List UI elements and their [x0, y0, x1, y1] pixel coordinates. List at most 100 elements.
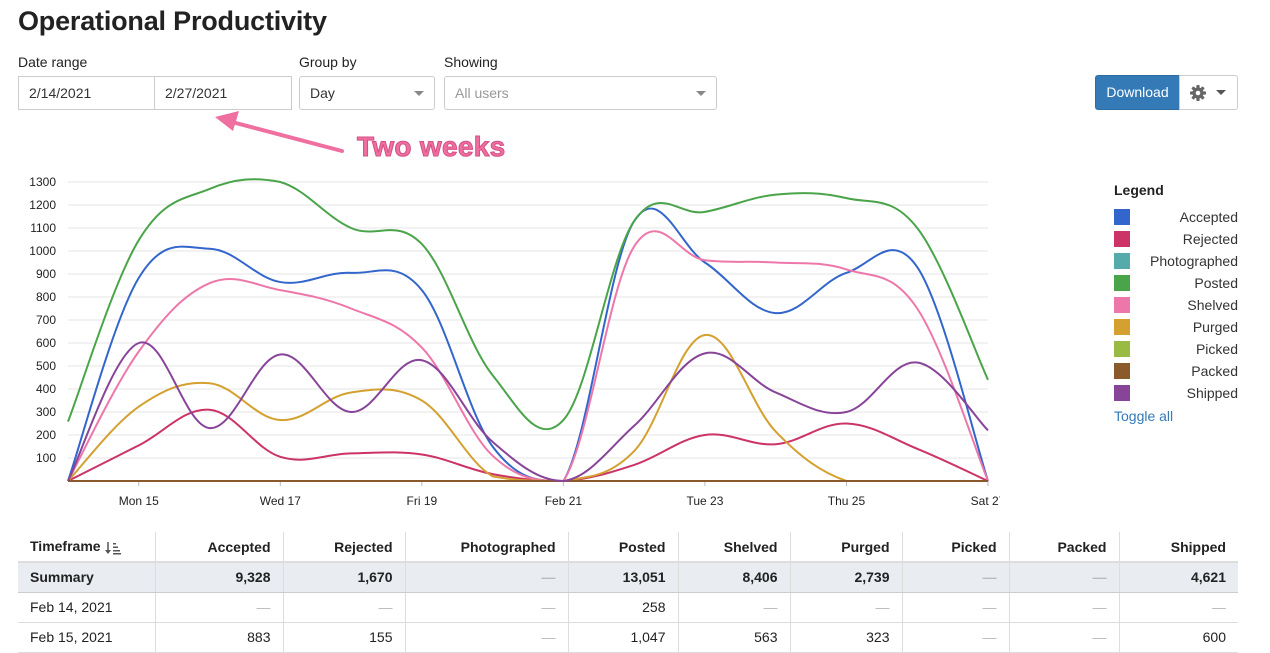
group-by-label: Group by [299, 54, 357, 70]
column-header-timeframe[interactable]: Timeframe [18, 532, 155, 563]
legend-item-packed[interactable]: Packed [1114, 361, 1238, 383]
legend-swatch [1114, 209, 1130, 225]
legend-swatch [1114, 231, 1130, 247]
y-tick-label: 100 [36, 451, 56, 465]
y-tick-label: 200 [36, 428, 56, 442]
legend-label: Posted [1194, 275, 1238, 291]
date-to-input[interactable]: 2/27/2021 [154, 76, 292, 110]
showing-select[interactable]: All users [444, 76, 717, 110]
column-header-label: Posted [618, 538, 666, 555]
y-tick-label: 300 [36, 405, 56, 419]
table-cell: Summary [18, 562, 155, 593]
y-tick-label: 400 [36, 382, 56, 396]
y-tick-label: 700 [36, 313, 56, 327]
date-from-input[interactable]: 2/14/2021 [18, 76, 155, 110]
legend-item-accepted[interactable]: Accepted [1114, 207, 1238, 229]
legend-label: Shipped [1186, 385, 1238, 401]
legend-swatch [1114, 385, 1130, 401]
y-tick-label: 1100 [30, 221, 56, 235]
table-cell: — [1118, 592, 1238, 623]
table-cell: — [901, 622, 1009, 653]
series-line-posted [67, 178, 989, 431]
table-cell: — [901, 562, 1009, 593]
download-button[interactable]: Download [1095, 75, 1180, 110]
toggle-all-link[interactable]: Toggle all [1114, 408, 1174, 424]
column-header-label: Picked [951, 538, 997, 555]
legend-item-purged[interactable]: Purged [1114, 317, 1238, 339]
legend-item-picked[interactable]: Picked [1114, 339, 1238, 361]
legend-label: Shelved [1187, 297, 1238, 313]
legend-swatch [1114, 363, 1130, 379]
annotation-arrow [215, 111, 344, 153]
x-tick-label: Feb 21 [545, 494, 583, 508]
series-line-accepted [67, 207, 989, 483]
column-header-picked[interactable]: Picked [901, 532, 1009, 563]
table-cell: 8,406 [677, 562, 790, 593]
table-cell: — [404, 592, 568, 623]
x-tick-label: Sat 27 [971, 494, 1000, 508]
table-cell: Feb 15, 2021 [18, 622, 155, 653]
x-tick-label: Thu 25 [828, 494, 866, 508]
column-header-shipped[interactable]: Shipped [1118, 532, 1238, 563]
legend-item-posted[interactable]: Posted [1114, 273, 1238, 295]
legend-item-photographed[interactable]: Photographed [1114, 251, 1238, 273]
column-header-accepted[interactable]: Accepted [154, 532, 283, 563]
chevron-down-icon [414, 91, 424, 96]
column-header-posted[interactable]: Posted [567, 532, 678, 563]
column-header-purged[interactable]: Purged [789, 532, 902, 563]
column-header-packed[interactable]: Packed [1008, 532, 1119, 563]
page-title: Operational Productivity [18, 6, 327, 36]
table-cell: 4,621 [1118, 562, 1238, 593]
showing-label: Showing [444, 54, 498, 70]
table-cell: 323 [789, 622, 902, 653]
group-by-value: Day [310, 85, 335, 101]
x-tick-label: Tue 23 [686, 494, 723, 508]
caret-down-icon [1216, 90, 1226, 95]
legend-label: Rejected [1182, 231, 1238, 247]
legend-swatch [1114, 253, 1130, 269]
y-tick-label: 600 [36, 336, 56, 350]
legend-item-shelved[interactable]: Shelved [1114, 295, 1238, 317]
summary-row: Summary 9,328 1,670—13,051 8,406 2,739— —4,62… [18, 562, 1238, 593]
legend-label: Picked [1195, 341, 1238, 357]
legend-swatch [1114, 341, 1130, 357]
line-chart: 100 200 300 400 500 600 700 800 900 1000 1100 1200 1… [29, 175, 1000, 508]
table-cell: 2,739 [789, 562, 902, 593]
group-by-select[interactable]: Day [299, 76, 435, 110]
productivity-table: Timeframe Accepted Rejected Photographed Pos… [18, 532, 1238, 653]
y-tick-label: 500 [36, 359, 56, 373]
x-tick-label: Fri 19 [407, 494, 438, 508]
table-cell: — [282, 592, 405, 623]
column-header-label: Shipped [1170, 538, 1226, 555]
y-tick-label: 800 [36, 290, 56, 304]
table-cell: 155 [282, 622, 405, 653]
y-tick-label: 1000 [29, 244, 56, 258]
series-line-purged [67, 333, 988, 483]
table-cell: 600 [1118, 622, 1238, 653]
column-header-label: Shelved [723, 538, 778, 555]
sort-icon[interactable] [104, 541, 121, 555]
gear-icon [1190, 85, 1226, 101]
annotation-text: Two weeks [356, 131, 506, 163]
table-cell: 563 [677, 622, 790, 653]
legend-swatch [1114, 319, 1130, 335]
table-cell: — [404, 622, 568, 653]
table-cell: — [901, 592, 1009, 623]
table-cell: — [1008, 562, 1119, 593]
table-cell: 1,047 [567, 622, 678, 653]
legend-swatch [1114, 275, 1130, 291]
settings-dropdown-button[interactable] [1179, 75, 1238, 110]
y-tick-label: 1200 [29, 198, 56, 212]
column-header-photographed[interactable]: Photographed [404, 532, 568, 563]
legend-item-shipped[interactable]: Shipped [1114, 383, 1238, 405]
legend-item-rejected[interactable]: Rejected [1114, 229, 1238, 251]
showing-placeholder: All users [455, 85, 509, 101]
table-cell: 13,051 [567, 562, 678, 593]
column-header-shelved[interactable]: Shelved [677, 532, 790, 563]
table-cell: — [1008, 592, 1119, 623]
table-cell: Feb 14, 2021 [18, 592, 155, 623]
table-cell: 1,670 [282, 562, 405, 593]
table-cell: — [677, 592, 790, 623]
table-row: Feb 14, 2021— — —258— — — — — [18, 592, 1238, 623]
column-header-rejected[interactable]: Rejected [282, 532, 405, 563]
